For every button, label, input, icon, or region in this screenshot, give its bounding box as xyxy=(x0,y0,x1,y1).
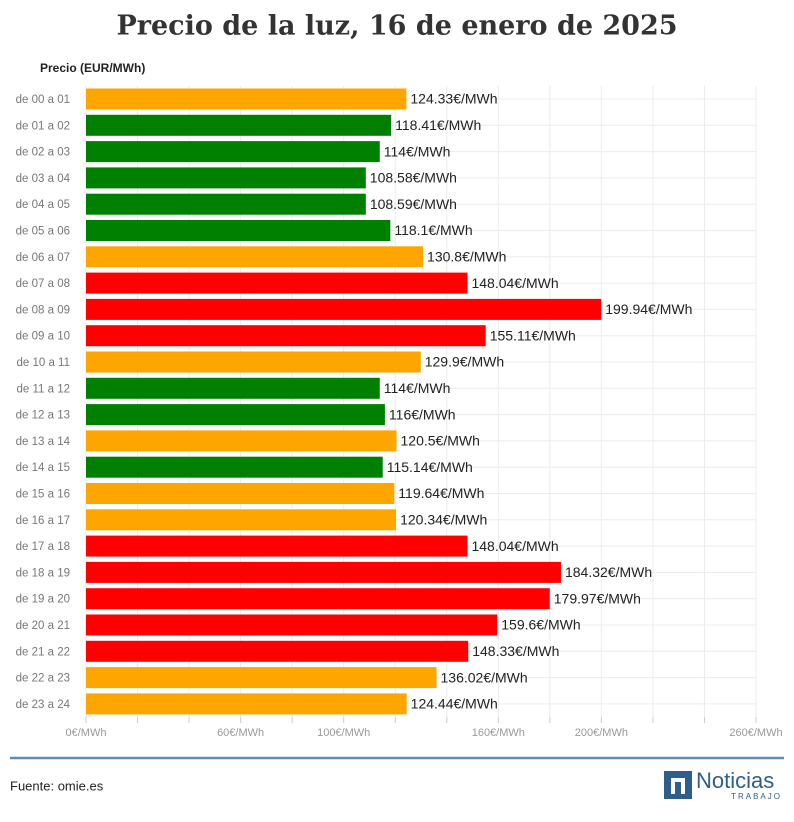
y-tick-label: de 11 a 12 xyxy=(16,383,70,395)
bar xyxy=(86,404,385,426)
y-tick-label: de 23 a 24 xyxy=(16,699,71,711)
value-label: 114€/MWh xyxy=(384,380,451,396)
bar xyxy=(86,167,366,189)
logo-tagline: TRABAJO xyxy=(731,792,782,801)
bar xyxy=(86,298,602,320)
y-tick-label: de 18 a 19 xyxy=(16,567,70,579)
bar xyxy=(86,535,468,557)
bar xyxy=(86,667,437,689)
axis-label: Precio (EUR/MWh) xyxy=(40,61,145,75)
logo-glyph xyxy=(671,778,685,794)
value-label: 124.44€/MWh xyxy=(411,696,498,712)
value-label: 129.9€/MWh xyxy=(425,354,504,370)
bar xyxy=(86,430,397,452)
bar xyxy=(86,483,395,504)
y-tick-label: de 07 a 08 xyxy=(16,278,70,290)
bar xyxy=(86,325,486,347)
bar xyxy=(86,588,550,610)
bar xyxy=(86,141,380,163)
x-tick-label: 100€/MWh xyxy=(317,727,370,739)
value-label: 108.58€/MWh xyxy=(370,170,457,186)
value-label: 118.1€/MWh xyxy=(394,222,472,238)
value-label: 155.11€/MWh xyxy=(490,327,576,343)
value-label: 148.04€/MWh xyxy=(471,275,558,291)
value-label: 120.5€/MWh xyxy=(401,433,480,449)
y-tick-label: de 04 a 05 xyxy=(16,199,70,211)
y-tick-label: de 05 a 06 xyxy=(16,226,70,238)
value-label: 120.34€/MWh xyxy=(400,512,487,528)
value-label: 148.33€/MWh xyxy=(472,643,559,659)
value-label: 108.59€/MWh xyxy=(370,196,457,212)
y-tick-label: de 17 a 18 xyxy=(16,541,70,553)
y-tick-label: de 03 a 04 xyxy=(16,173,71,185)
value-label: 184.32€/MWh xyxy=(565,564,652,580)
logo-icon xyxy=(664,771,692,799)
y-tick-label: de 22 a 23 xyxy=(16,673,70,685)
value-label: 159.6€/MWh xyxy=(501,617,580,633)
y-tick-label: de 21 a 22 xyxy=(16,646,70,658)
value-label: 119.64€/MWh xyxy=(398,485,484,501)
value-label: 118.41€/MWh xyxy=(395,117,481,133)
bar xyxy=(86,456,383,478)
x-tick-label: 200€/MWh xyxy=(575,727,628,739)
y-tick-label: de 16 a 17 xyxy=(16,515,70,527)
value-label: 124.33€/MWh xyxy=(410,91,497,107)
bar xyxy=(86,246,424,268)
value-label: 116€/MWh xyxy=(389,406,456,422)
source: Fuente: omie.es xyxy=(10,778,104,793)
y-tick-label: de 19 a 20 xyxy=(16,594,70,606)
bar xyxy=(86,509,397,531)
y-tick-label: de 08 a 09 xyxy=(16,304,70,316)
y-tick-label: de 14 a 15 xyxy=(16,462,70,474)
value-label: 179.97€/MWh xyxy=(554,590,641,606)
logo-name: Noticias xyxy=(696,768,774,793)
y-tick-label: de 20 a 21 xyxy=(16,620,70,632)
bar xyxy=(86,640,469,662)
x-tick-label: 0€/MWh xyxy=(66,727,107,739)
value-label: 148.04€/MWh xyxy=(471,538,558,554)
bar xyxy=(86,114,392,136)
y-tick-label: de 12 a 13 xyxy=(16,410,70,422)
bar xyxy=(86,272,468,294)
bar xyxy=(86,220,391,241)
plot-area: 0€/MWh 60€/MWh 100€/MWh 160€/MWh 200€/MWh 260… xyxy=(16,85,783,739)
y-tick-label: de 00 a 01 xyxy=(16,94,70,106)
value-label: 115.14€/MWh xyxy=(387,459,473,475)
bar xyxy=(86,561,561,583)
bar xyxy=(86,88,407,110)
bar xyxy=(86,693,407,715)
y-tick-label: de 01 a 02 xyxy=(16,120,70,132)
x-tick-label: 260€/MWh xyxy=(729,727,782,739)
x-tick-label: 60€/MWh xyxy=(217,727,264,739)
y-tick-label: de 09 a 10 xyxy=(16,331,70,343)
y-tick-label: de 10 a 11 xyxy=(16,357,70,369)
bar xyxy=(86,377,380,399)
value-label: 199.94€/MWh xyxy=(605,301,692,317)
bar xyxy=(86,351,421,373)
value-label: 136.02€/MWh xyxy=(441,669,528,685)
bar xyxy=(86,193,366,215)
value-label: 114€/MWh xyxy=(384,143,451,159)
y-tick-label: de 02 a 03 xyxy=(16,147,70,159)
y-tick-label: de 06 a 07 xyxy=(16,252,70,264)
y-tick-label: de 13 a 14 xyxy=(16,436,71,448)
bar xyxy=(86,614,498,636)
value-label: 130.8€/MWh xyxy=(427,249,506,265)
y-tick-label: de 15 a 16 xyxy=(16,489,70,501)
chart-title: Precio de la luz, 16 de enero de 2025 xyxy=(116,11,677,42)
x-tick-label: 160€/MWh xyxy=(472,727,525,739)
